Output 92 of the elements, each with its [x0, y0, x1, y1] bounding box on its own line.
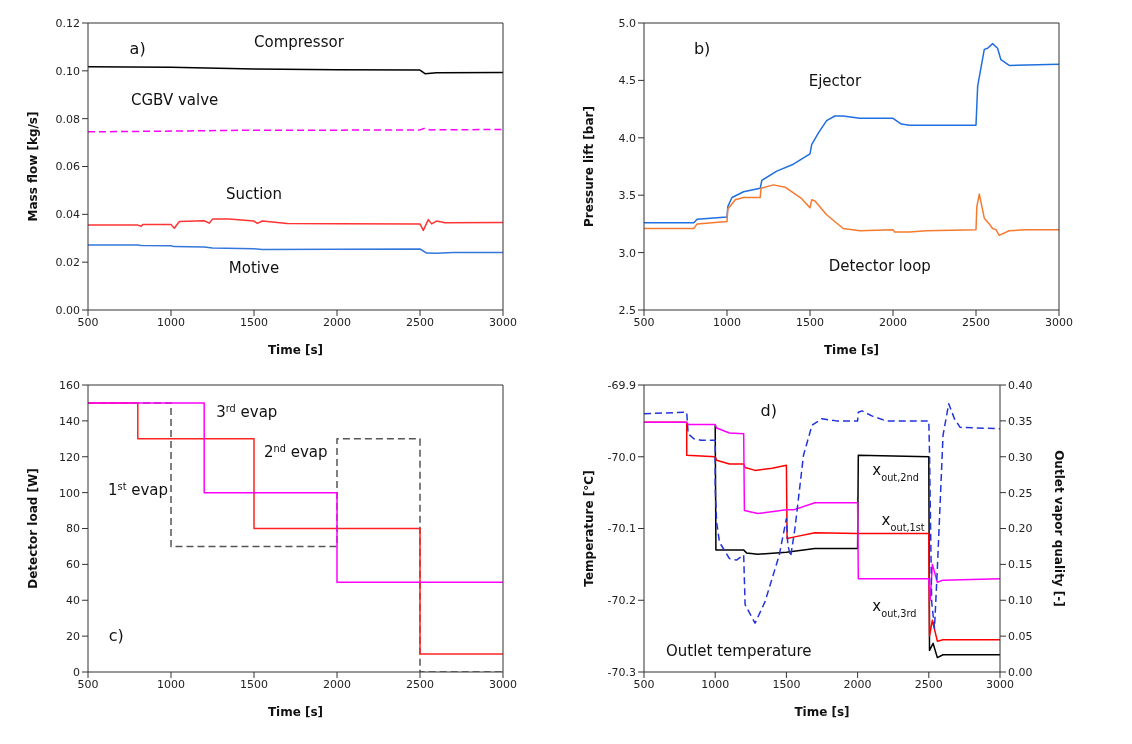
annotation: b) — [693, 39, 711, 59]
y2-tick-label: 0.05 — [1008, 630, 1033, 644]
y-tick-label: 0.00 — [55, 303, 80, 317]
x-tick-label: 2000 — [323, 315, 351, 329]
y-tick-label: 120 — [59, 450, 80, 464]
x-tick-label: 2500 — [962, 315, 990, 329]
x-tick-label: 500 — [77, 315, 99, 329]
y2-tick-label: 0.00 — [1008, 665, 1033, 679]
x-tick-label: 3000 — [489, 315, 517, 329]
y-tick-label: 80 — [66, 522, 80, 536]
y-tick-label: 160 — [59, 378, 80, 392]
line-series — [88, 218, 503, 232]
x-tick-label: 500 — [633, 677, 655, 691]
y-tick-label: 5.0 — [618, 16, 636, 30]
y-tick-label: 0.10 — [55, 64, 80, 78]
y-tick-label: 60 — [66, 558, 80, 572]
series-label: 2$^{nd}$ evap — [264, 442, 328, 461]
x-axis-title: Time [s] — [823, 342, 880, 357]
series-label: Compressor — [254, 32, 345, 51]
y-axis-title: Temperature [°C] — [582, 470, 597, 587]
y2-tick-label: 0.25 — [1008, 486, 1033, 500]
y-tick-label: 20 — [66, 630, 80, 644]
x-tick-label: 1500 — [240, 677, 268, 691]
y-tick-label: 2.5 — [618, 303, 636, 317]
series-label: Detector loop — [828, 256, 931, 275]
series-label: 3$^{rd}$ evap — [216, 402, 278, 421]
x-axis-title: Time [s] — [267, 704, 324, 719]
line-series — [88, 244, 503, 255]
y2-axis-title: Outlet vapor quality [-] — [1051, 450, 1066, 607]
y-tick-label: 0.08 — [55, 112, 80, 126]
x-axis-title: Time [s] — [794, 704, 850, 719]
line-series — [88, 66, 503, 75]
series-label: x$_{out,2nd}$ — [872, 461, 919, 483]
x-tick-label: 2500 — [406, 677, 434, 691]
annotation: c) — [108, 625, 124, 645]
y-tick-label: 0.12 — [55, 16, 80, 30]
y-tick-label: 0.04 — [55, 208, 80, 222]
y-tick-label: -69.9 — [607, 378, 636, 392]
y-axis-title: Mass flow [kg/s] — [26, 111, 41, 222]
y-tick-label: 4.5 — [618, 74, 636, 88]
series-label: CGBV valve — [131, 91, 219, 110]
y-tick-label: -70.0 — [607, 450, 636, 464]
y-tick-label: 3.5 — [618, 189, 636, 203]
y-tick-label: 0.02 — [55, 256, 80, 270]
y-tick-label: 40 — [66, 594, 80, 608]
y2-tick-label: 0.35 — [1008, 414, 1033, 428]
x-tick-label: 1500 — [796, 315, 824, 329]
x-tick-label: 500 — [77, 677, 99, 691]
x-tick-label: 2500 — [914, 677, 943, 691]
y-tick-label: 0 — [73, 665, 80, 679]
series-label: 1$^{st}$ evap — [108, 480, 169, 499]
x-axis-title: Time [s] — [267, 342, 324, 357]
x-tick-label: 2000 — [843, 677, 872, 691]
series-label: x$_{out,3rd}$ — [872, 596, 917, 619]
y-tick-label: -70.2 — [607, 594, 636, 608]
y-tick-label: 3.0 — [618, 246, 636, 260]
x-tick-label: 2000 — [323, 677, 351, 691]
y2-tick-label: 0.20 — [1008, 522, 1033, 536]
y2-tick-label: 0.30 — [1008, 450, 1033, 464]
series-label: Suction — [225, 185, 283, 204]
y2-tick-label: 0.15 — [1008, 558, 1033, 572]
y2-tick-label: 0.10 — [1008, 594, 1033, 608]
y-axis-title: Pressure lift [bar] — [582, 106, 597, 227]
series-label: Motive — [228, 258, 280, 277]
line-series — [644, 421, 1000, 601]
x-tick-label: 3000 — [986, 677, 1014, 691]
line-series — [644, 42, 1059, 224]
x-tick-label: 1000 — [157, 315, 185, 329]
y-tick-label: 100 — [59, 486, 80, 500]
annotation: d) — [760, 401, 777, 421]
x-tick-label: 1000 — [713, 315, 741, 329]
x-tick-label: 1000 — [701, 677, 730, 691]
x-tick-label: 1500 — [772, 677, 801, 691]
series-label: x$_{out,1st}$ — [881, 510, 925, 533]
y2-tick-label: 0.40 — [1008, 378, 1033, 392]
x-tick-label: 2000 — [879, 315, 907, 329]
text: Outlet temperature — [666, 641, 812, 660]
annotation: a) — [129, 39, 146, 59]
y-axis-title: Detector load [W] — [26, 468, 41, 589]
x-tick-label: 500 — [633, 315, 655, 329]
x-tick-label: 3000 — [1045, 315, 1073, 329]
y-tick-label: 4.0 — [618, 131, 636, 145]
x-tick-label: 1500 — [240, 315, 268, 329]
x-tick-label: 2500 — [406, 315, 434, 329]
y-tick-label: 140 — [59, 414, 80, 428]
y-tick-label: -70.1 — [607, 522, 636, 536]
y-tick-label: -70.3 — [607, 665, 636, 679]
x-tick-label: 3000 — [489, 677, 517, 691]
series-label: Ejector — [808, 71, 862, 90]
x-tick-label: 1000 — [157, 677, 185, 691]
y-tick-label: 0.06 — [55, 160, 80, 174]
line-series — [644, 184, 1059, 237]
